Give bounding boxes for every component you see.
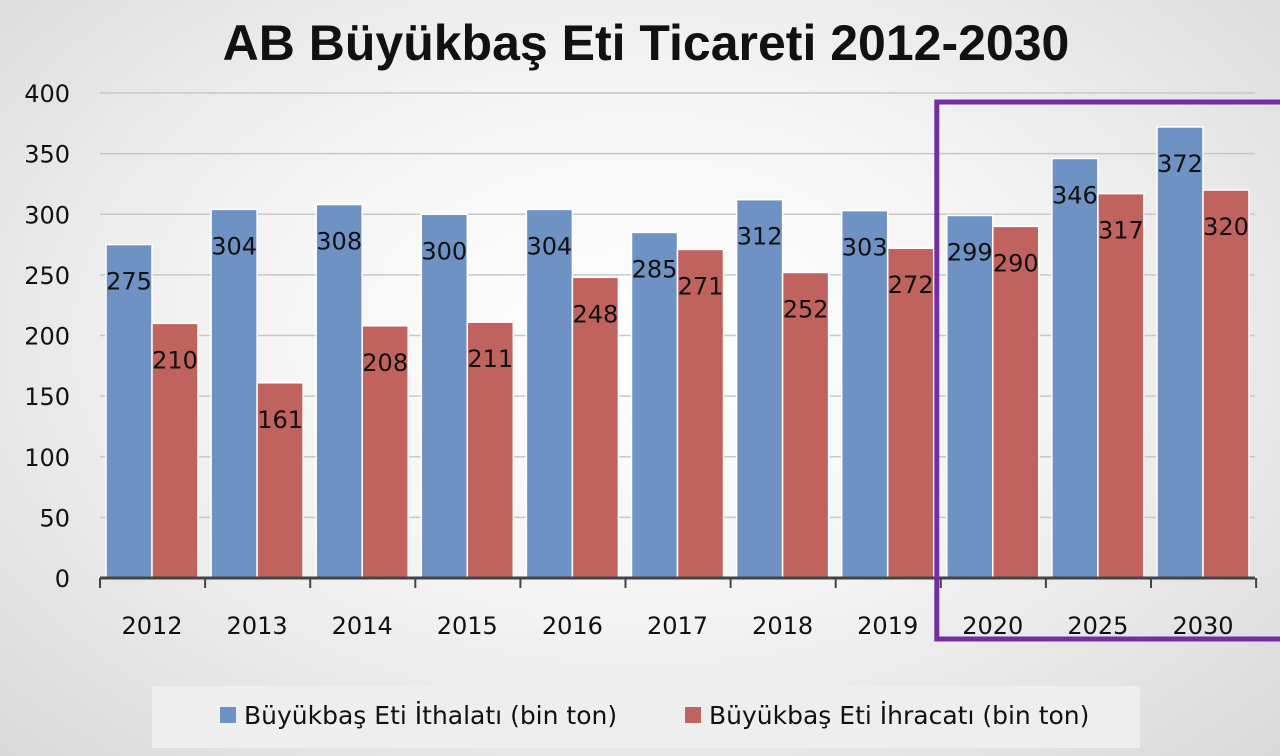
x-tick-label: 2014 bbox=[332, 612, 393, 640]
bar-exports bbox=[361, 325, 409, 579]
bar-imports bbox=[210, 208, 258, 579]
legend-label-imports: Büyükbaş Eti İthalatı (bin ton) bbox=[244, 701, 617, 730]
y-tick-label: 50 bbox=[39, 504, 70, 532]
legend: Büyükbaş Eti İthalatı (bin ton) Büyükbaş… bbox=[152, 686, 1140, 748]
x-tick-label: 2013 bbox=[227, 612, 288, 640]
bar-exports bbox=[1202, 189, 1250, 579]
y-tick-label: 350 bbox=[24, 141, 70, 169]
axes: 0 50 100 150 200 250 300 350 400 2012 2013 2014 2015… bbox=[24, 80, 1258, 640]
bar-imports bbox=[735, 198, 784, 579]
data-label-exports: 272 bbox=[888, 271, 934, 299]
legend-box bbox=[152, 686, 1140, 748]
chart-title: AB Büyükbaş Eti Ticareti 2012-2030 bbox=[223, 15, 1070, 71]
data-label-exports: 161 bbox=[257, 406, 303, 434]
data-label-imports: 300 bbox=[421, 237, 467, 265]
data-label-imports: 346 bbox=[1052, 181, 1098, 209]
x-tick-label: 2018 bbox=[752, 612, 813, 640]
bar-exports bbox=[256, 382, 304, 579]
data-label-imports: 275 bbox=[106, 268, 152, 296]
bar-exports bbox=[676, 248, 725, 579]
data-label-imports: 312 bbox=[737, 223, 783, 251]
data-label-exports: 317 bbox=[1098, 217, 1144, 245]
bar-imports bbox=[105, 243, 153, 579]
data-label-imports: 308 bbox=[316, 228, 362, 256]
data-label-imports: 372 bbox=[1157, 150, 1203, 178]
bar-imports bbox=[1156, 126, 1204, 579]
data-label-imports: 304 bbox=[526, 232, 572, 260]
y-tick-label: 150 bbox=[24, 383, 70, 411]
data-label-exports: 320 bbox=[1203, 213, 1249, 241]
legend-label-exports: Büyükbaş Eti İhracatı (bin ton) bbox=[709, 701, 1089, 730]
data-label-exports: 211 bbox=[467, 345, 513, 373]
y-tick-label: 200 bbox=[24, 323, 70, 351]
x-tick-label: 2019 bbox=[857, 612, 918, 640]
data-label-exports: 271 bbox=[678, 272, 724, 300]
legend-swatch-imports bbox=[220, 707, 236, 723]
data-label-exports: 252 bbox=[783, 295, 829, 323]
x-tick-label: 2016 bbox=[542, 612, 603, 640]
y-tick-label: 300 bbox=[24, 201, 70, 229]
bars bbox=[105, 126, 1250, 579]
data-label-imports: 299 bbox=[947, 238, 993, 266]
legend-swatch-exports bbox=[685, 707, 701, 723]
data-label-exports: 208 bbox=[362, 349, 408, 377]
data-label-imports: 285 bbox=[632, 255, 678, 283]
y-tick-label: 400 bbox=[24, 80, 70, 108]
data-label-exports: 290 bbox=[993, 249, 1039, 277]
bar-exports bbox=[466, 321, 515, 579]
bar-imports bbox=[420, 213, 469, 579]
bar-exports bbox=[992, 225, 1040, 579]
bar-exports bbox=[571, 276, 620, 579]
bar-imports bbox=[946, 214, 994, 579]
bar-imports bbox=[1051, 157, 1099, 579]
data-label-exports: 248 bbox=[572, 300, 618, 328]
data-label-imports: 304 bbox=[211, 232, 257, 260]
bar-imports bbox=[630, 231, 679, 579]
bar-exports bbox=[886, 247, 935, 579]
bar-imports bbox=[315, 203, 363, 579]
x-tick-label: 2030 bbox=[1172, 612, 1233, 640]
bar-exports bbox=[781, 271, 830, 579]
y-tick-label: 0 bbox=[55, 565, 70, 593]
data-label-exports: 210 bbox=[152, 346, 198, 374]
bar-imports bbox=[840, 209, 889, 579]
x-tick-label: 2020 bbox=[962, 612, 1023, 640]
x-tick-label: 2012 bbox=[121, 612, 182, 640]
projection-highlight bbox=[934, 99, 1280, 642]
highlight-box bbox=[934, 99, 1280, 642]
y-tick-label: 250 bbox=[24, 262, 70, 290]
data-label-imports: 303 bbox=[842, 234, 888, 262]
x-tick-label: 2025 bbox=[1067, 612, 1128, 640]
x-tick-label: 2015 bbox=[437, 612, 498, 640]
y-tick-label: 100 bbox=[24, 444, 70, 472]
x-tick-label: 2017 bbox=[647, 612, 708, 640]
bar-imports bbox=[525, 208, 574, 579]
bar-exports bbox=[1097, 192, 1145, 579]
